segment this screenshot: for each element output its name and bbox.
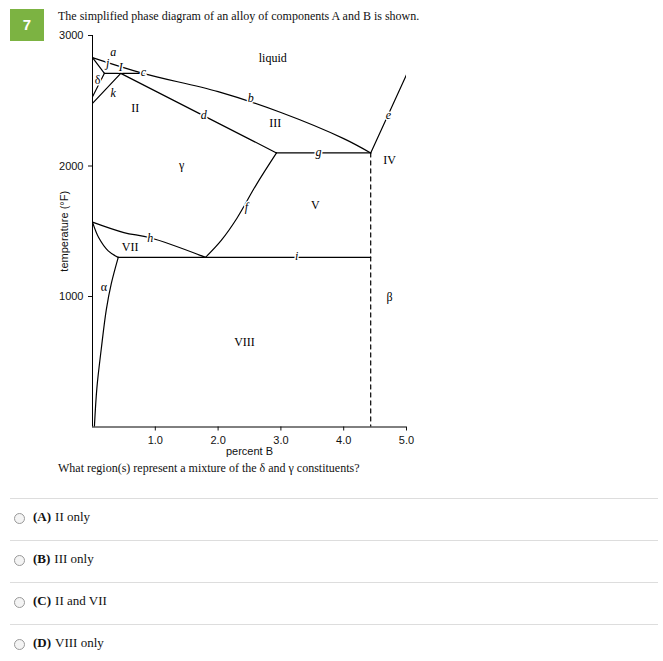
svg-text:1000: 1000 xyxy=(59,290,83,302)
svg-text:VIII: VIII xyxy=(234,335,255,349)
svg-text:h: h xyxy=(147,231,153,245)
svg-text:2.0: 2.0 xyxy=(210,434,225,446)
svg-text:a: a xyxy=(110,45,116,59)
svg-text:b: b xyxy=(248,91,254,105)
html-text:What region(s) represent a mix: What region(s) represent a mixture of th… xyxy=(58,461,360,475)
svg-text:5.0: 5.0 xyxy=(399,434,414,446)
svg-text:VII: VII xyxy=(122,240,139,254)
svg-text:k: k xyxy=(111,86,117,100)
svg-text:4.0: 4.0 xyxy=(336,434,351,446)
svg-text:I: I xyxy=(118,60,124,74)
svg-text:γ: γ xyxy=(178,158,185,172)
svg-text:liquid: liquid xyxy=(259,51,287,65)
svg-text:percent B: percent B xyxy=(226,445,273,457)
svg-text:j: j xyxy=(104,56,110,70)
svg-text:temperature (°F): temperature (°F) xyxy=(58,191,70,272)
svg-text:e: e xyxy=(386,108,392,122)
svg-text:δ: δ xyxy=(95,73,101,87)
svg-text:III: III xyxy=(269,116,281,130)
svg-text:d: d xyxy=(201,108,208,122)
html-text:(C) II and VII: (C) II and VII xyxy=(33,593,107,608)
svg-text:2000: 2000 xyxy=(59,160,83,172)
html-text:7: 7 xyxy=(22,16,32,33)
svg-text:β: β xyxy=(386,290,392,304)
svg-text:V: V xyxy=(311,198,320,212)
svg-text:α: α xyxy=(101,280,108,294)
svg-text:i: i xyxy=(295,249,298,263)
svg-text:3.0: 3.0 xyxy=(273,434,288,446)
html-text:The simplified phase diagram o: The simplified phase diagram of an alloy… xyxy=(58,9,420,23)
svg-text:f: f xyxy=(245,200,250,214)
svg-text:IV: IV xyxy=(383,153,396,167)
svg-text:II: II xyxy=(131,101,139,115)
html-text:(B) III only: (B) III only xyxy=(33,551,94,566)
html-text:(A) II only: (A) II only xyxy=(33,509,91,524)
svg-text:1.0: 1.0 xyxy=(148,434,163,446)
svg-text:c: c xyxy=(141,65,147,79)
html-text:(D) VIII only: (D) VIII only xyxy=(33,635,104,650)
svg-text:g: g xyxy=(316,145,322,159)
svg-text:3000: 3000 xyxy=(59,29,83,41)
